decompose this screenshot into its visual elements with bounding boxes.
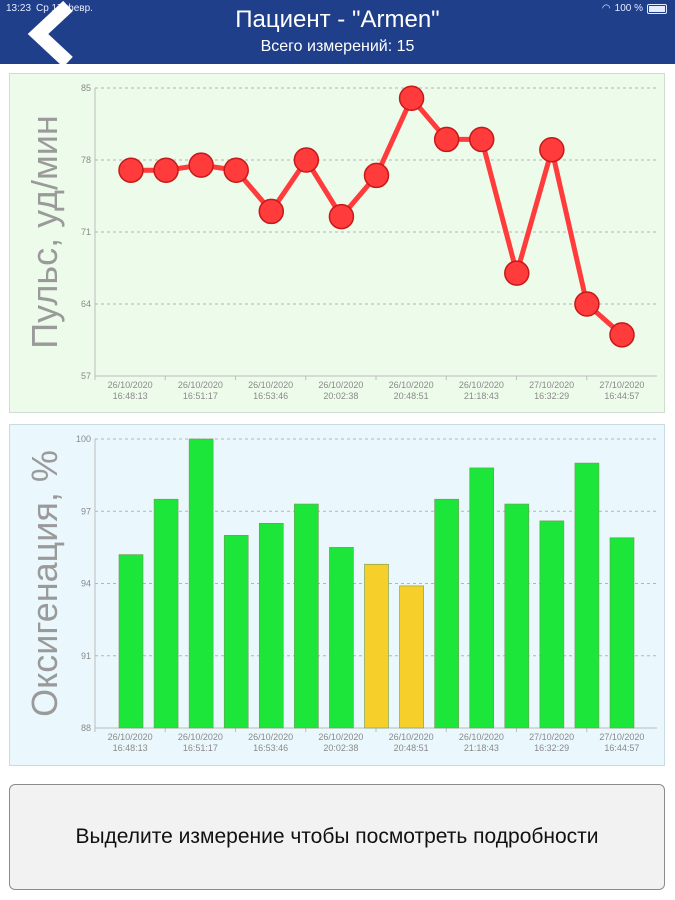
oxygenation-chart-panel[interactable]: 88 91 94 97 100 26/10/2020 16:48:13 26/10/2020 1… <box>9 424 665 766</box>
pulse-series-line <box>131 95 624 337</box>
oxy-bar <box>609 537 635 729</box>
oxy-x-tick-time: 16:51:17 <box>183 743 218 753</box>
chevron-left-icon <box>27 0 73 68</box>
pulse-data-point <box>539 136 565 163</box>
back-button[interactable] <box>0 0 82 68</box>
pulse-data-point <box>258 198 285 225</box>
pulse-x-tick-date: 26/10/2020 <box>318 380 363 390</box>
pulse-data-point <box>223 157 249 184</box>
pulse-y-tick-label: 78 <box>81 155 91 165</box>
oxy-bar <box>329 547 354 729</box>
oxy-y-axis-title: Оксигенация, % <box>24 450 65 717</box>
oxy-x-tick-time: 16:44:57 <box>604 743 639 753</box>
pulse-data-point <box>398 85 425 112</box>
oxy-x-tick-date: 26/10/2020 <box>108 732 153 742</box>
pulse-y-tick-label: 71 <box>81 227 91 237</box>
oxy-x-tick-time: 16:53:46 <box>253 743 288 753</box>
details-hint-text: Выделите измерение чтобы посмотреть подр… <box>75 825 599 848</box>
oxy-x-tick-date: 26/10/2020 <box>389 732 434 742</box>
oxy-bar <box>539 520 565 729</box>
oxy-x-tick-time: 16:32:29 <box>534 743 569 753</box>
pulse-chart[interactable]: 576471788526/10/202016:48:1326/10/202016… <box>10 74 666 414</box>
oxy-x-tick-date: 26/10/2020 <box>318 732 363 742</box>
oxy-bar <box>118 554 144 729</box>
oxy-bar <box>399 585 424 729</box>
oxy-bar <box>504 503 530 729</box>
pulse-x-tick-time: 16:53:46 <box>253 391 288 401</box>
oxy-x-tick-time: 20:48:51 <box>394 743 429 753</box>
app-header: 13:23 Ср 17 февр. ◠ 100 % Пациент - "Arm… <box>0 0 675 68</box>
oxy-x-tick-time: 16:48:13 <box>113 743 148 753</box>
details-box: Выделите измерение чтобы посмотреть подр… <box>9 784 665 890</box>
pulse-chart-panel[interactable]: 57 64 71 78 85 26/10/2020 16:48:13 26/10/2020 16… <box>9 73 665 413</box>
oxy-bar <box>434 498 459 729</box>
pulse-x-tick-time: 20:48:51 <box>394 391 429 401</box>
oxy-x-tick-date: 26/10/2020 <box>248 732 293 742</box>
battery-icon <box>647 3 667 14</box>
pulse-y-axis-title: Пульс, уд/мин <box>24 115 65 348</box>
oxy-bar <box>294 503 319 729</box>
pulse-x-tick-date: 27/10/2020 <box>599 380 644 390</box>
pulse-x-tick-date: 26/10/2020 <box>108 380 153 390</box>
oxy-bar <box>469 467 495 729</box>
oxy-y-tick-label: 94 <box>81 579 91 589</box>
pulse-data-point <box>574 291 600 317</box>
pulse-y-tick-label: 85 <box>81 83 91 93</box>
pulse-data-point <box>433 126 460 153</box>
pulse-x-tick-date: 26/10/2020 <box>178 380 223 390</box>
pulse-data-point <box>504 260 530 286</box>
oxygenation-chart[interactable]: 8891949710026/10/202016:48:1326/10/20201… <box>10 425 666 767</box>
page-title: Пациент - "Armen" <box>235 6 440 33</box>
pulse-x-tick-time: 16:51:17 <box>183 391 218 401</box>
pulse-x-tick-time: 20:02:38 <box>323 391 358 401</box>
pulse-y-tick-label: 57 <box>81 371 91 381</box>
pulse-x-tick-date: 26/10/2020 <box>459 380 504 390</box>
pulse-data-point <box>153 157 179 184</box>
oxy-bar <box>574 462 600 729</box>
pulse-x-tick-time: 16:32:29 <box>534 391 569 401</box>
status-battery: ◠ 100 % <box>602 3 667 14</box>
oxy-x-tick-date: 26/10/2020 <box>459 732 504 742</box>
oxy-bar <box>188 438 214 729</box>
measurement-count: Всего измерений: 15 <box>260 38 415 55</box>
pulse-data-point <box>118 157 144 184</box>
oxy-x-tick-date: 26/10/2020 <box>178 732 223 742</box>
pulse-data-point <box>293 147 320 173</box>
pulse-data-point <box>468 126 495 153</box>
oxy-bar <box>364 563 389 729</box>
status-time: 13:23 <box>6 3 32 14</box>
battery-text: 100 % <box>614 3 643 14</box>
pulse-x-tick-time: 16:44:57 <box>604 391 639 401</box>
wifi-icon: ◠ <box>601 3 611 14</box>
pulse-data-point <box>328 203 355 230</box>
oxy-y-tick-label: 97 <box>81 506 91 516</box>
pulse-data-point <box>188 152 214 178</box>
pulse-x-tick-date: 26/10/2020 <box>389 380 434 390</box>
oxy-x-tick-time: 20:02:38 <box>323 743 358 753</box>
pulse-x-tick-time: 21:18:43 <box>464 391 499 401</box>
oxy-bar <box>153 498 179 729</box>
oxy-x-tick-date: 27/10/2020 <box>599 732 644 742</box>
pulse-x-tick-date: 27/10/2020 <box>529 380 574 390</box>
oxy-x-tick-time: 21:18:43 <box>464 743 499 753</box>
pulse-x-tick-date: 26/10/2020 <box>248 380 293 390</box>
pulse-y-tick-label: 64 <box>81 299 91 309</box>
pulse-x-tick-time: 16:48:13 <box>113 391 148 401</box>
oxy-x-tick-date: 27/10/2020 <box>529 732 574 742</box>
oxy-y-tick-label: 100 <box>76 434 91 444</box>
oxy-bar <box>258 522 284 729</box>
pulse-data-point <box>363 162 390 189</box>
oxy-y-tick-label: 88 <box>81 723 91 733</box>
oxy-y-tick-label: 91 <box>81 651 91 661</box>
oxy-bar <box>223 535 249 729</box>
pulse-data-point <box>609 322 635 348</box>
